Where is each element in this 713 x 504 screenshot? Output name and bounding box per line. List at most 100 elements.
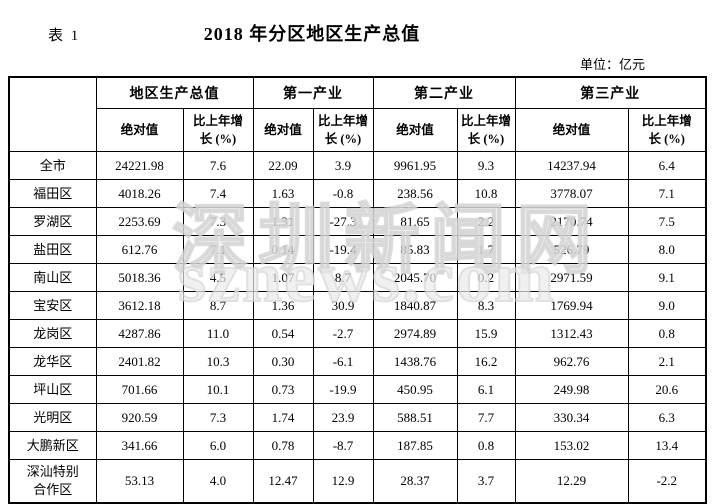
value-cell: 6.4 bbox=[627, 151, 707, 180]
value-cell: 85.83 bbox=[372, 235, 458, 264]
value-cell: 14237.94 bbox=[514, 151, 629, 180]
value-cell: 9.3 bbox=[456, 151, 516, 180]
value-cell: -0.8 bbox=[312, 179, 374, 208]
value-cell: -2.7 bbox=[312, 319, 374, 348]
value-cell: 1.7 bbox=[456, 235, 516, 264]
subheader-absolute: 绝对值 bbox=[372, 108, 458, 152]
subheader-absolute: 绝对值 bbox=[252, 108, 314, 152]
value-cell: 9961.95 bbox=[372, 151, 458, 180]
value-cell: 24221.98 bbox=[95, 151, 184, 180]
value-cell: 3778.07 bbox=[514, 179, 629, 208]
value-cell: 16.2 bbox=[456, 347, 516, 376]
value-cell: 9.1 bbox=[627, 263, 707, 292]
table-row: 龙岗区 4287.86 11.0 0.54 -2.7 2974.89 15.9 1312.43… bbox=[8, 319, 707, 348]
value-cell: 1.31 bbox=[252, 207, 314, 236]
value-cell: 2971.59 bbox=[514, 263, 629, 292]
value-cell: 1.07 bbox=[252, 263, 314, 292]
value-cell: 0.14 bbox=[252, 235, 314, 264]
value-cell: 12.29 bbox=[514, 459, 629, 504]
value-cell: 0.30 bbox=[252, 347, 314, 376]
value-cell: 1312.43 bbox=[514, 319, 629, 348]
value-cell: 249.98 bbox=[514, 375, 629, 404]
group-header-primary-industry: 第一产业 bbox=[252, 76, 374, 109]
value-cell: 8.7 bbox=[312, 263, 374, 292]
table-row: 福田区 4018.26 7.4 1.63 -0.8 238.56 10.8 3778.07 7.… bbox=[8, 179, 707, 208]
value-cell: 3.9 bbox=[312, 151, 374, 180]
district-cell: 坪山区 bbox=[8, 375, 97, 404]
value-cell: 920.59 bbox=[95, 403, 184, 432]
district-cell: 南山区 bbox=[8, 263, 97, 292]
value-cell: 81.65 bbox=[372, 207, 458, 236]
table-row: 龙华区 2401.82 10.3 0.30 -6.1 1438.76 16.2 962.76 2… bbox=[8, 347, 707, 376]
district-cell: 福田区 bbox=[8, 179, 97, 208]
value-cell: 450.95 bbox=[372, 375, 458, 404]
value-cell: 2.1 bbox=[627, 347, 707, 376]
value-cell: 7.7 bbox=[456, 403, 516, 432]
district-cell: 龙岗区 bbox=[8, 319, 97, 348]
value-cell: 2401.82 bbox=[95, 347, 184, 376]
value-cell: 11.0 bbox=[182, 319, 254, 348]
value-cell: 28.37 bbox=[372, 459, 458, 504]
value-cell: 10.3 bbox=[182, 347, 254, 376]
group-header-tertiary-industry: 第三产业 bbox=[514, 76, 707, 109]
district-cell: 盐田区 bbox=[8, 235, 97, 264]
value-cell: 1.74 bbox=[252, 403, 314, 432]
district-cell: 龙华区 bbox=[8, 347, 97, 376]
district-cell: 宝安区 bbox=[8, 291, 97, 320]
value-cell: 4018.26 bbox=[95, 179, 184, 208]
value-cell: -19.4 bbox=[312, 235, 374, 264]
value-cell: 3.7 bbox=[456, 459, 516, 504]
table-row: 宝安区 3612.18 8.7 1.36 30.9 1840.87 8.3 1769.94 9.… bbox=[8, 291, 707, 320]
subheader-growth: 比上年增 长 (%) bbox=[182, 108, 254, 152]
value-cell: 9.0 bbox=[627, 291, 707, 320]
value-cell: 238.56 bbox=[372, 179, 458, 208]
group-header-gdp: 地区生产总值 bbox=[95, 76, 254, 109]
value-cell: 8.7 bbox=[182, 291, 254, 320]
value-cell: 5018.36 bbox=[95, 263, 184, 292]
value-cell: 7.6 bbox=[182, 151, 254, 180]
value-cell: 7.1 bbox=[182, 235, 254, 264]
table-row: 坪山区 701.66 10.1 0.73 -19.9 450.95 6.1 249.98 20.… bbox=[8, 375, 707, 404]
value-cell: 6.0 bbox=[182, 431, 254, 460]
value-cell: 10.8 bbox=[456, 179, 516, 208]
value-cell: 53.13 bbox=[95, 459, 184, 504]
value-cell: 0.78 bbox=[252, 431, 314, 460]
value-cell: 1.36 bbox=[252, 291, 314, 320]
unit-note: 单位：亿元 bbox=[579, 57, 645, 72]
table-row: 深汕特别 合作区 53.13 4.0 12.47 12.9 28.37 3.7 12.29 -2… bbox=[8, 459, 707, 504]
value-cell: -19.9 bbox=[312, 375, 374, 404]
value-cell: 13.4 bbox=[627, 431, 707, 460]
value-cell: 2974.89 bbox=[372, 319, 458, 348]
value-cell: 0.8 bbox=[456, 431, 516, 460]
value-cell: 0.2 bbox=[456, 263, 516, 292]
value-cell: 612.76 bbox=[95, 235, 184, 264]
value-cell: 10.1 bbox=[182, 375, 254, 404]
value-cell: 4.5 bbox=[182, 263, 254, 292]
value-cell: 0.54 bbox=[252, 319, 314, 348]
value-cell: 15.9 bbox=[456, 319, 516, 348]
value-cell: 1.63 bbox=[252, 179, 314, 208]
table-row: 盐田区 612.76 7.1 0.14 -19.4 85.83 1.7 526.79 8.0 bbox=[8, 235, 707, 264]
table-number-label: 表 1 bbox=[48, 28, 81, 44]
value-cell: 7.1 bbox=[627, 179, 707, 208]
corner-cell bbox=[8, 76, 97, 152]
value-cell: 153.02 bbox=[514, 431, 629, 460]
value-cell: 4.0 bbox=[182, 459, 254, 504]
value-cell: 7.5 bbox=[627, 207, 707, 236]
value-cell: 6.1 bbox=[456, 375, 516, 404]
value-cell: 7.3 bbox=[182, 403, 254, 432]
district-cell: 光明区 bbox=[8, 403, 97, 432]
value-cell: 8.3 bbox=[456, 291, 516, 320]
value-cell: 1438.76 bbox=[372, 347, 458, 376]
value-cell: -6.1 bbox=[312, 347, 374, 376]
subheader-absolute: 绝对值 bbox=[514, 108, 629, 152]
value-cell: 341.66 bbox=[95, 431, 184, 460]
value-cell: 6.3 bbox=[627, 403, 707, 432]
value-cell: 962.76 bbox=[514, 347, 629, 376]
table-row: 大鹏新区 341.66 6.0 0.78 -8.7 187.85 0.8 153.02 13.4 bbox=[8, 431, 707, 460]
value-cell: -2.2 bbox=[627, 459, 707, 504]
district-cell: 罗湖区 bbox=[8, 207, 97, 236]
district-cell: 大鹏新区 bbox=[8, 431, 97, 460]
value-cell: 2.2 bbox=[456, 207, 516, 236]
